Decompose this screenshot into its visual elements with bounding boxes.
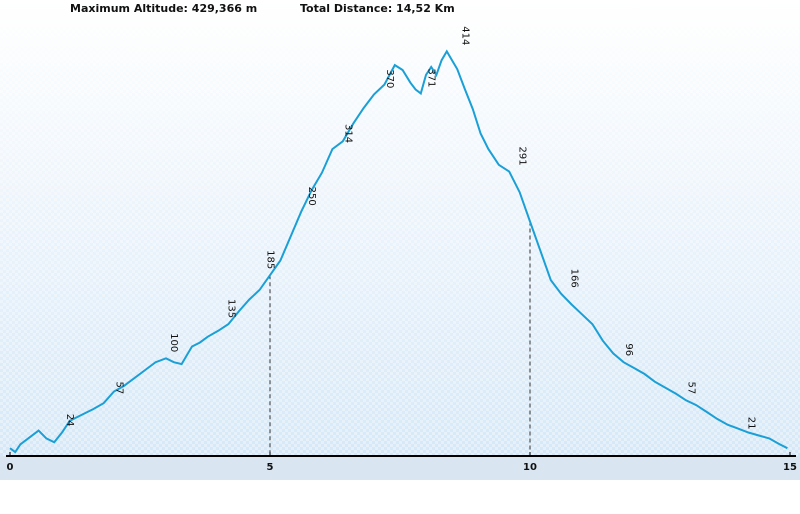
altitude-label: 21 (745, 417, 756, 430)
total-distance-text: Total Distance: 14,52 Km (300, 2, 455, 15)
altitude-label: 250 (306, 187, 317, 206)
altitude-label: 314 (342, 124, 353, 143)
distance-markers (269, 221, 531, 456)
x-axis-ticks: 0 5 10 15 (7, 452, 797, 473)
x-tick-label: 15 (783, 462, 797, 473)
altitude-label: 291 (517, 147, 528, 166)
max-altitude-text: Maximum Altitude: 429,366 m (70, 2, 257, 15)
x-tick-label: 5 (267, 462, 274, 473)
altitude-label: 57 (686, 382, 697, 395)
x-tick-label: 10 (523, 462, 537, 473)
altitude-label: 185 (264, 250, 275, 269)
point-labels: 24 57 100 135 185 250 314 370 371 414 291 166 96 57 21 (64, 26, 756, 429)
altitude-label: 414 (459, 26, 470, 45)
altitude-label: 96 (623, 343, 634, 356)
altitude-label: 57 (114, 382, 125, 395)
altitude-label: 24 (64, 414, 75, 427)
elevation-line (9, 49, 788, 454)
altitude-label: 371 (426, 68, 437, 87)
altitude-label: 166 (569, 269, 580, 288)
altitude-label: 100 (168, 333, 179, 352)
altitude-label: 370 (384, 69, 395, 88)
footer-band (0, 456, 800, 480)
x-tick-label: 0 (7, 462, 14, 473)
altitude-label: 135 (225, 299, 236, 318)
